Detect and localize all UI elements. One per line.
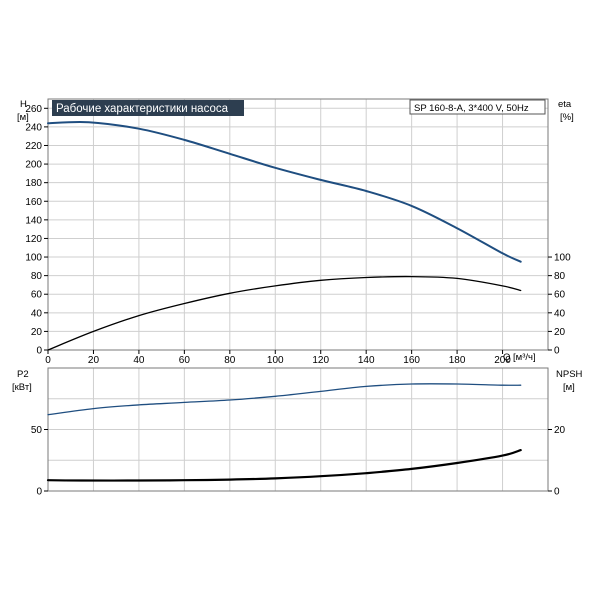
left-tick-label: 50 [31,425,43,436]
x-tick-label: 140 [358,355,375,366]
left-tick-label: 40 [31,308,43,319]
head-curve [47,120,522,263]
flow-axis-label: Q [м³/ч] [503,352,536,363]
left-tick-label: 220 [25,141,42,152]
x-tick-label: 80 [224,355,236,366]
right-tick-label: 0 [554,487,560,498]
bottom-grid [48,368,548,491]
left-tick-label: 180 [25,178,42,189]
npsh-curve [46,449,522,482]
p2-axis-unit: [кВт] [12,382,32,393]
right-tick-label: 20 [554,327,566,338]
top-curves [47,120,522,351]
left-tick-label: 80 [31,271,43,282]
left-tick-label: 100 [25,253,42,264]
model-info-box [409,99,546,115]
x-tick-label: 20 [88,355,100,366]
efficiency-curve [47,275,522,351]
x-tick-label: 100 [267,355,284,366]
left-tick-label: 60 [31,290,43,301]
x-tick-label: 120 [312,355,329,366]
x-tick-label: 40 [133,355,145,366]
bottom-ticks: 0 50 0 20 [31,425,566,498]
eta-axis-unit: [%] [560,112,574,123]
right-tick-label: 100 [554,253,571,264]
left-tick-label: 0 [36,346,42,357]
model-info: SP 160-8-A, 3*400 V, 50Hz [414,103,529,114]
left-tick-label: 0 [36,487,42,498]
top-plot-frame [47,98,549,351]
left-tick-label: 260 [25,104,42,115]
right-tick-label: 80 [554,271,566,282]
npsh-axis-unit: [м] [563,382,575,393]
left-tick-label: 140 [25,215,42,226]
top-ticks: 0204060801001201401601802002202402600204… [25,104,571,366]
left-tick-label: 200 [25,160,42,171]
head-axis-label: H [20,99,27,110]
right-tick-label: 20 [554,425,566,436]
x-tick-label: 0 [45,355,51,366]
top-grid [48,99,548,350]
head-axis-unit: [м] [17,112,29,123]
right-tick-label: 60 [554,290,566,301]
p2-axis-label: P2 [17,369,29,380]
bottom-curves [46,383,522,482]
right-tick-label: 40 [554,308,566,319]
right-tick-label: 0 [554,346,560,357]
x-tick-label: 60 [179,355,191,366]
x-tick-label: 200 [494,355,511,366]
chart-title-background [52,100,244,116]
left-tick-label: 120 [25,234,42,245]
chart-title: Рабочие характеристики насоса [56,103,229,115]
x-tick-label: 160 [403,355,420,366]
x-tick-label: 180 [449,355,466,366]
npsh-axis-label: NPSH [556,369,583,380]
power-p2-curve [47,383,522,416]
left-tick-label: 20 [31,327,43,338]
left-tick-label: 240 [25,122,42,133]
eta-axis-label: eta [558,99,572,110]
left-tick-label: 160 [25,197,42,208]
